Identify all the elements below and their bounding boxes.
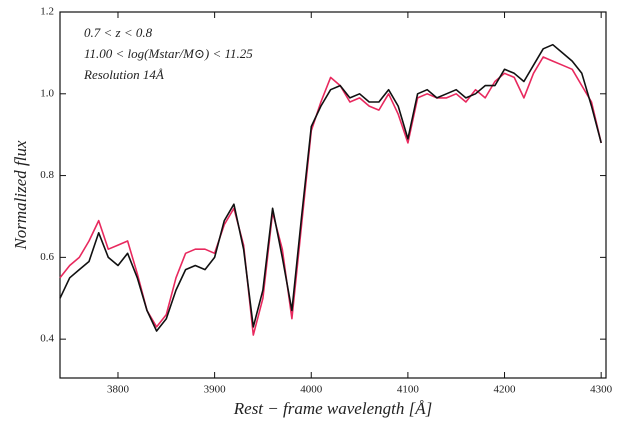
x-tick-label: 4000	[300, 384, 323, 396]
plot-frame	[59, 11, 607, 379]
y-tick-label: 0.4	[40, 333, 54, 345]
x-tick-label: 4300	[590, 384, 613, 396]
annotation: 11.00 < log(Mstar/M⊙) < 11.25	[84, 46, 253, 61]
x-tick-label: 3900	[204, 384, 227, 396]
spectrum-line	[59, 43, 602, 332]
annotation: Resolution 14Å	[83, 67, 164, 82]
x-axis-label: Rest − frame wavelength [Å]	[233, 399, 432, 418]
y-axis-label: Normalized flux	[11, 140, 30, 251]
y-tick-label: 1.2	[40, 6, 54, 18]
y-tick-label: 0.8	[40, 169, 54, 181]
x-tick-label: 4100	[397, 384, 420, 396]
y-tick-label: 1.0	[40, 87, 54, 99]
y-tick-label: 0.6	[40, 251, 54, 263]
annotation: 0.7 < z < 0.8	[84, 25, 153, 40]
x-tick-label: 4200	[494, 384, 517, 396]
x-tick-label: 3800	[107, 384, 130, 396]
